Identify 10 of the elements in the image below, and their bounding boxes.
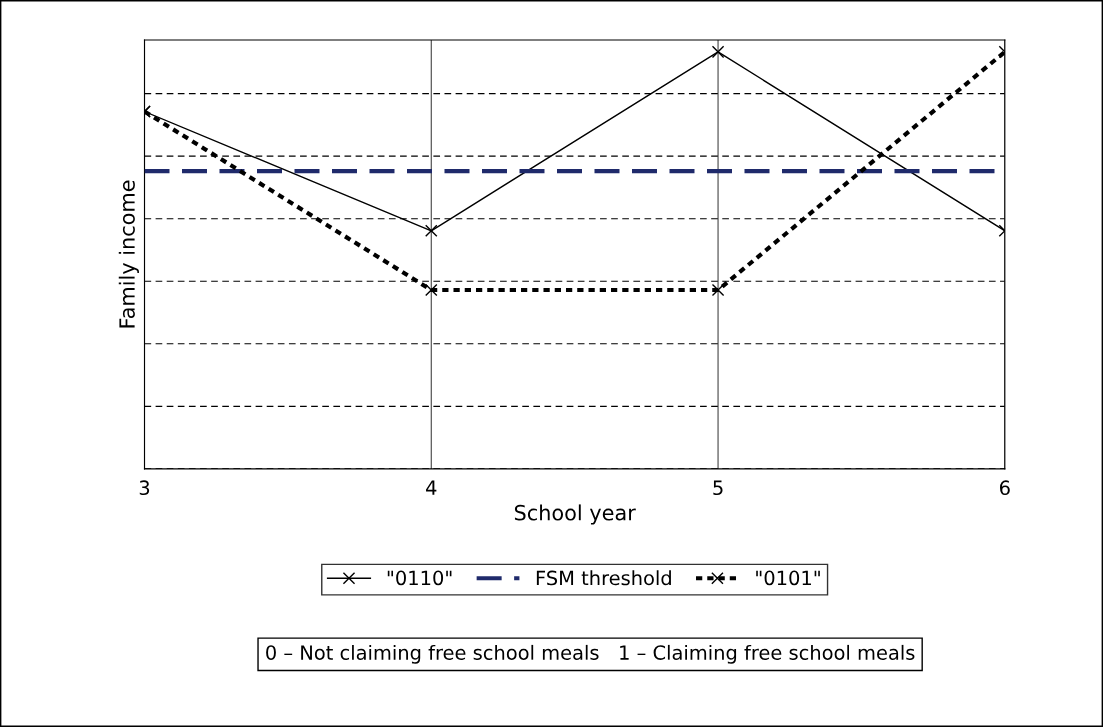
x-axis-title: School year — [514, 504, 636, 525]
x-tick-label: 4 — [426, 480, 437, 495]
y-axis-title: Family income — [118, 180, 139, 328]
x-tick-label: 3 — [139, 480, 150, 496]
text: 0 – Not claiming free school meals 1 – Claiming free school meals — [266, 644, 915, 664]
x-tick-label: 5 — [713, 480, 723, 496]
x-tick-label: 6 — [1000, 480, 1010, 496]
legend-label: FSM threshold — [536, 570, 671, 586]
legend-label: "0110" — [387, 570, 452, 586]
legend-label: "0101" — [756, 570, 820, 586]
